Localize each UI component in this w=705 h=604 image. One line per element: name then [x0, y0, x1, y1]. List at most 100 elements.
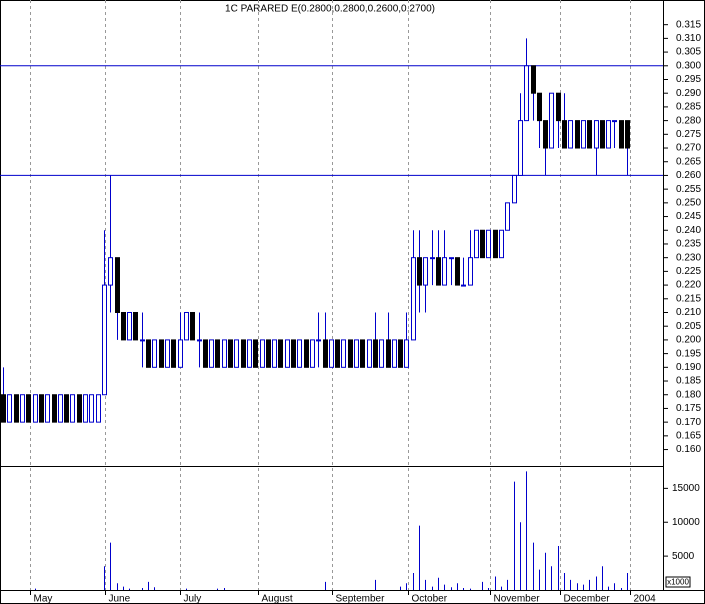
candle-body	[140, 339, 145, 342]
y-tick-label: 0.260	[676, 170, 701, 181]
candle-body	[178, 339, 183, 368]
candle-body	[480, 229, 485, 259]
candle-body	[354, 339, 359, 368]
candle-body	[152, 339, 157, 368]
candle-body	[562, 120, 567, 149]
x-tick-label: May	[34, 594, 53, 604]
y-tick-label: 0.165	[676, 430, 701, 441]
candle-body	[587, 120, 592, 149]
candle-body	[436, 257, 441, 286]
volume-tick-label: 15000	[672, 483, 700, 494]
y-tick-label: 0.265	[676, 156, 701, 167]
candle-body	[215, 339, 220, 368]
y-tick-label: 0.210	[676, 307, 701, 318]
candle-body	[1, 394, 6, 423]
candle-body	[379, 339, 384, 368]
y-tick-label: 0.220	[676, 280, 701, 291]
volume-tick-label: 5000	[672, 551, 695, 562]
candle-body	[348, 339, 353, 368]
y-tick-label: 0.170	[676, 417, 701, 428]
candle-body	[594, 120, 599, 149]
candle-body	[108, 257, 113, 286]
candle-body	[234, 339, 239, 368]
chart-title: 1C PARARED E(0.2800,0.2800,0.2600,0.2700…	[225, 4, 435, 15]
candle-body	[77, 394, 82, 423]
candle-body	[386, 339, 391, 368]
y-tick-label: 0.195	[676, 348, 701, 359]
candle-body	[323, 339, 328, 368]
candle-body	[543, 120, 548, 149]
candle-body	[423, 257, 428, 286]
candle-body	[7, 394, 12, 423]
candle-body	[537, 92, 542, 122]
candle-body	[499, 229, 504, 259]
candle-body	[442, 257, 447, 286]
candle-body	[612, 120, 617, 123]
y-tick-label: 0.310	[676, 33, 701, 44]
candle-body	[291, 339, 296, 368]
candle-body	[404, 339, 409, 368]
candle-body	[600, 120, 605, 149]
candle-body	[121, 311, 126, 341]
volume-tick-label: 10000	[672, 517, 700, 528]
x-tick-label: July	[184, 594, 202, 604]
candle-body	[392, 339, 397, 368]
candle-body	[241, 339, 246, 368]
y-tick-label: 0.255	[676, 184, 701, 195]
candle-body	[625, 120, 630, 149]
candle-body	[581, 120, 586, 149]
candle-body	[247, 339, 252, 368]
y-tick-label: 0.280	[676, 115, 701, 126]
candle-body	[304, 339, 309, 368]
y-tick-label: 0.315	[676, 19, 701, 30]
candle-body	[184, 311, 189, 341]
candle-body	[278, 339, 283, 368]
unit-box	[665, 576, 691, 588]
y-tick-label: 0.235	[676, 239, 701, 250]
candle-body	[26, 394, 31, 423]
y-tick-label: 0.245	[676, 211, 701, 222]
candle-body	[606, 120, 611, 149]
y-tick-label: 0.190	[676, 362, 701, 373]
candle-body	[398, 339, 403, 368]
candle-body	[228, 339, 233, 368]
candle-body	[52, 394, 57, 423]
x-tick-label: October	[412, 594, 448, 604]
y-tick-label: 0.290	[676, 88, 701, 99]
candle-body	[197, 339, 202, 342]
candle-body	[341, 339, 346, 368]
candle-body	[549, 92, 554, 149]
candle-body	[260, 339, 265, 368]
y-tick-label: 0.285	[676, 102, 701, 113]
candle-body	[505, 202, 510, 231]
candle-body	[96, 394, 101, 423]
candle-body	[115, 257, 120, 313]
candle-body	[474, 229, 479, 259]
y-tick-label: 0.230	[676, 252, 701, 263]
candle-body	[461, 284, 466, 287]
candle-body	[329, 339, 334, 368]
candle-body	[367, 339, 372, 368]
candle-body	[373, 339, 378, 368]
x-tick-label: September	[336, 594, 386, 604]
candle-body	[14, 394, 19, 423]
candle-body	[556, 92, 561, 122]
candle-body	[133, 311, 138, 341]
y-tick-label: 0.295	[676, 74, 701, 85]
y-tick-label: 0.300	[676, 60, 701, 71]
candle-body	[70, 394, 75, 423]
x-tick-label: December	[564, 594, 611, 604]
y-tick-label: 0.200	[676, 335, 701, 346]
candle-body	[266, 339, 271, 368]
candle-body	[518, 120, 523, 176]
candle-body	[45, 394, 50, 423]
candle-body	[64, 394, 69, 423]
candle-body	[575, 120, 580, 149]
candle-body	[335, 339, 340, 368]
candle-body	[411, 257, 416, 341]
candle-body	[360, 339, 365, 368]
candle-body	[127, 311, 132, 341]
candle-body	[33, 394, 38, 423]
